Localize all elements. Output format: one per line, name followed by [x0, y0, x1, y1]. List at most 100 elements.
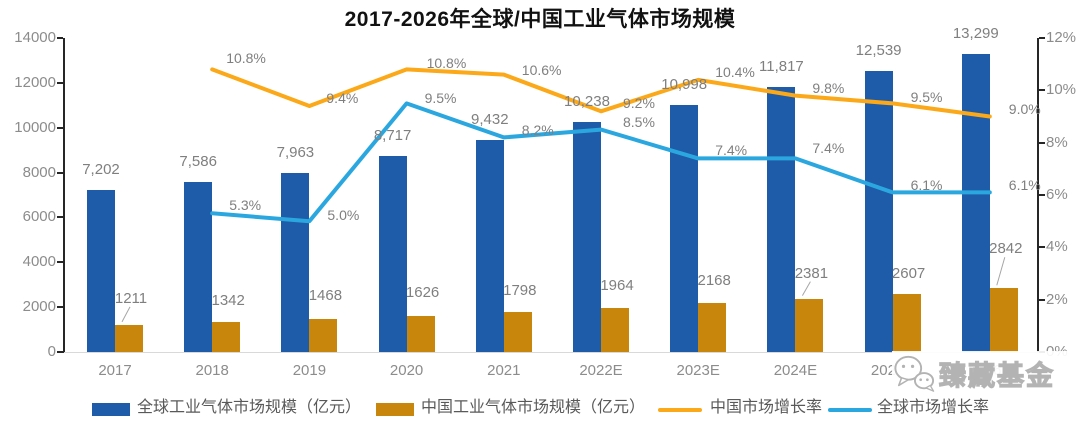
china-bar-value-label: 1342: [211, 291, 245, 309]
x-axis-label: 2021: [487, 362, 521, 379]
y-axis-tick-left: [57, 81, 63, 84]
global-market-bar: [961, 53, 990, 352]
watermark: 臻藏基金: [892, 351, 1068, 396]
china-bar-value-label: 2381: [794, 264, 829, 282]
global-market-bar: [864, 70, 893, 352]
global-market-bar: [281, 173, 310, 352]
china-market-bar: [503, 311, 532, 352]
global-bar-value-label: 11,817: [759, 57, 804, 75]
china-bar-value-label: 1211: [114, 289, 148, 307]
china-growth-value-label: 9.5%: [910, 89, 943, 106]
y-axis-tick-left: [57, 37, 63, 39]
china-market-bar: [698, 303, 727, 352]
china-market-bar: [115, 324, 143, 352]
legend-label-0: 全球工业气体市场规模（亿元）: [137, 399, 362, 416]
china-bar-value-label: 2842: [989, 240, 1023, 258]
china-market-bar: [989, 288, 1018, 352]
legend-label-3: 全球市场增长率: [877, 399, 990, 416]
global-market-bar: [767, 86, 796, 352]
china-growth-value-label: 9.4%: [326, 90, 359, 107]
global-bar-value-label: 12,539: [855, 41, 902, 59]
global-market-bar: [184, 181, 213, 352]
legend-swatch-0: [92, 403, 130, 416]
y-axis-tick-label-right: 2%: [1046, 290, 1068, 308]
china-growth-value-label: 9.0%: [1008, 100, 1041, 117]
label-leader-line: [801, 281, 811, 296]
x-axis-label: 2018: [195, 362, 229, 379]
global-growth-value-label: 6.1%: [910, 177, 943, 194]
global-market-bar: [378, 156, 407, 352]
y-axis-tick-right: [1039, 141, 1045, 144]
y-axis-tick-left: [57, 351, 63, 353]
global-growth-value-label: 9.5%: [424, 90, 457, 107]
china-growth-value-label: 10.4%: [715, 63, 755, 80]
y-axis-tick-left: [57, 126, 63, 129]
china-growth-value-label: 10.8%: [226, 50, 266, 67]
label-leader-line: [121, 306, 131, 323]
global-growth-value-label: 5.0%: [327, 207, 360, 224]
x-axis-label: 2022E: [579, 362, 623, 379]
legend-label-1: 中国工业气体市场规模（亿元）: [421, 399, 646, 416]
y-axis-tick-label-left: 6000: [22, 208, 56, 226]
china-growth-value-label: 9.8%: [812, 79, 845, 96]
y-axis-tick-label-right: 12%: [1046, 29, 1077, 46]
global-growth-value-label: 5.3%: [229, 197, 262, 214]
y-axis-tick-label-right: 10%: [1046, 81, 1077, 99]
y-axis-tick-right: [1039, 194, 1045, 196]
china-market-bar: [212, 321, 241, 352]
global-bar-value-label: 7,202: [82, 161, 120, 179]
china-growth-value-label: 9.2%: [623, 95, 655, 112]
china-bar-value-label: 1964: [600, 276, 634, 294]
y-axis-tick-right: [1039, 37, 1045, 39]
china-bar-value-label: 1468: [308, 287, 343, 305]
global-bar-value-label: 10,998: [661, 76, 708, 94]
china-bar-value-label: 1626: [405, 283, 440, 301]
china-market-bar: [601, 307, 629, 352]
y-axis-right-line: [1037, 38, 1039, 353]
y-axis-tick-left: [57, 306, 63, 309]
china-growth-value-label: 10.8%: [426, 55, 467, 72]
global-growth-value-label: 8.2%: [521, 122, 554, 139]
global-growth-value-label: 6.1%: [1008, 177, 1041, 194]
legend-swatch-1: [376, 403, 414, 416]
x-axis-label: 2017: [98, 362, 132, 379]
y-axis-tick-label-right: 4%: [1046, 238, 1068, 256]
china-bar-value-label: 2168: [697, 272, 731, 290]
y-axis-tick-right: [1039, 298, 1045, 301]
y-axis-tick-label-left: 4000: [22, 253, 56, 271]
y-axis-tick-left: [57, 171, 63, 174]
chart-title: 2017-2026年全球/中国工业气体市场规模: [344, 8, 736, 31]
global-market-bar: [573, 122, 601, 352]
watermark-text: 臻藏基金: [938, 360, 1055, 391]
y-axis-tick-label-right: 8%: [1046, 133, 1068, 151]
global-growth-value-label: 7.4%: [812, 140, 845, 157]
y-axis-left-line: [63, 38, 65, 353]
global-bar-value-label: 7,963: [276, 144, 315, 162]
y-axis-tick-label-left: 8000: [22, 163, 56, 181]
global-bar-value-label: 7,586: [179, 152, 217, 170]
y-axis-tick-label-left: 14000: [14, 29, 56, 46]
y-axis-tick-label-left: 10000: [14, 118, 56, 136]
y-axis-tick-right: [1039, 246, 1045, 249]
wechat-logo-icon: [894, 355, 935, 392]
x-axis-label: 2019: [292, 362, 327, 379]
global-bar-value-label: 8,717: [373, 127, 412, 145]
legend-label-2: 中国市场增长率: [710, 399, 823, 416]
china-bar-value-label: 2607: [891, 264, 926, 282]
china-growth-value-label: 10.6%: [521, 61, 562, 78]
global-growth-value-label: 7.4%: [715, 142, 748, 159]
x-axis-label: 2023E: [676, 362, 720, 379]
y-axis-tick-left: [57, 261, 63, 264]
global-bar-value-label: 10,238: [564, 93, 610, 111]
x-axis-line: [64, 352, 1039, 353]
china-bar-value-label: 1798: [503, 281, 537, 299]
china-market-bar: [795, 298, 824, 352]
global-bar-value-label: 13,299: [952, 24, 999, 42]
china-market-bar: [406, 315, 435, 352]
global-market-bar: [87, 190, 115, 352]
china-market-bar: [309, 319, 338, 352]
label-leader-line: [996, 257, 1006, 286]
y-axis-tick-label-left: 12000: [14, 73, 56, 91]
y-axis-tick-label-left: 0: [47, 343, 56, 360]
